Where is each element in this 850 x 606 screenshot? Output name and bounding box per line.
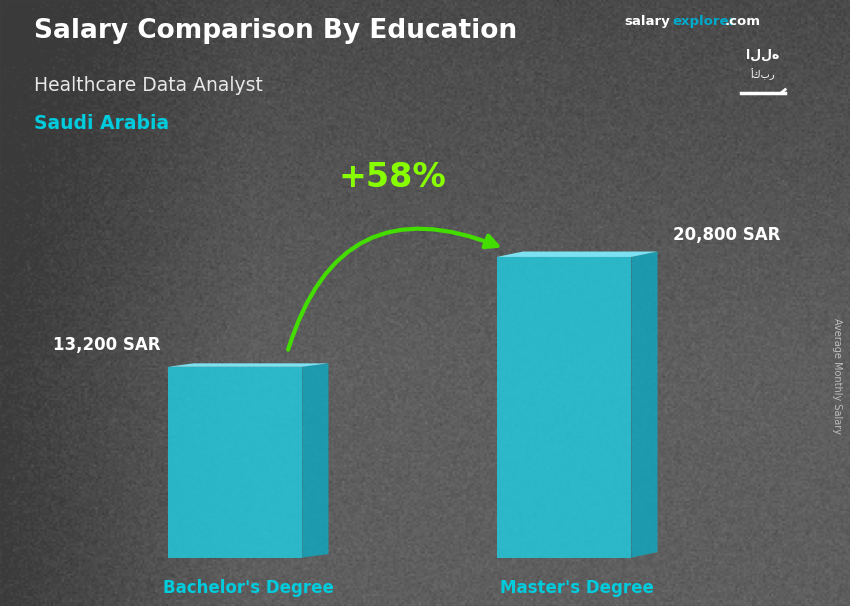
Polygon shape [632, 251, 658, 558]
Text: Bachelor's Degree: Bachelor's Degree [162, 579, 333, 597]
Text: 13,200 SAR: 13,200 SAR [53, 336, 160, 354]
Text: +58%: +58% [338, 161, 446, 194]
Polygon shape [167, 367, 303, 558]
Text: 20,800 SAR: 20,800 SAR [672, 226, 780, 244]
Text: Average Monthly Salary: Average Monthly Salary [832, 318, 842, 434]
Text: salary: salary [625, 15, 671, 28]
Text: Saudi Arabia: Saudi Arabia [34, 114, 169, 133]
Text: explorer: explorer [672, 15, 735, 28]
Text: الله: الله [746, 49, 779, 62]
Polygon shape [303, 364, 328, 558]
Polygon shape [496, 257, 632, 558]
Text: .com: .com [725, 15, 761, 28]
Text: Salary Comparison By Education: Salary Comparison By Education [34, 18, 517, 44]
Polygon shape [167, 364, 328, 367]
Polygon shape [496, 251, 658, 257]
Text: Master's Degree: Master's Degree [500, 579, 654, 597]
Text: Healthcare Data Analyst: Healthcare Data Analyst [34, 76, 263, 95]
Text: أكبر: أكبر [751, 68, 775, 81]
